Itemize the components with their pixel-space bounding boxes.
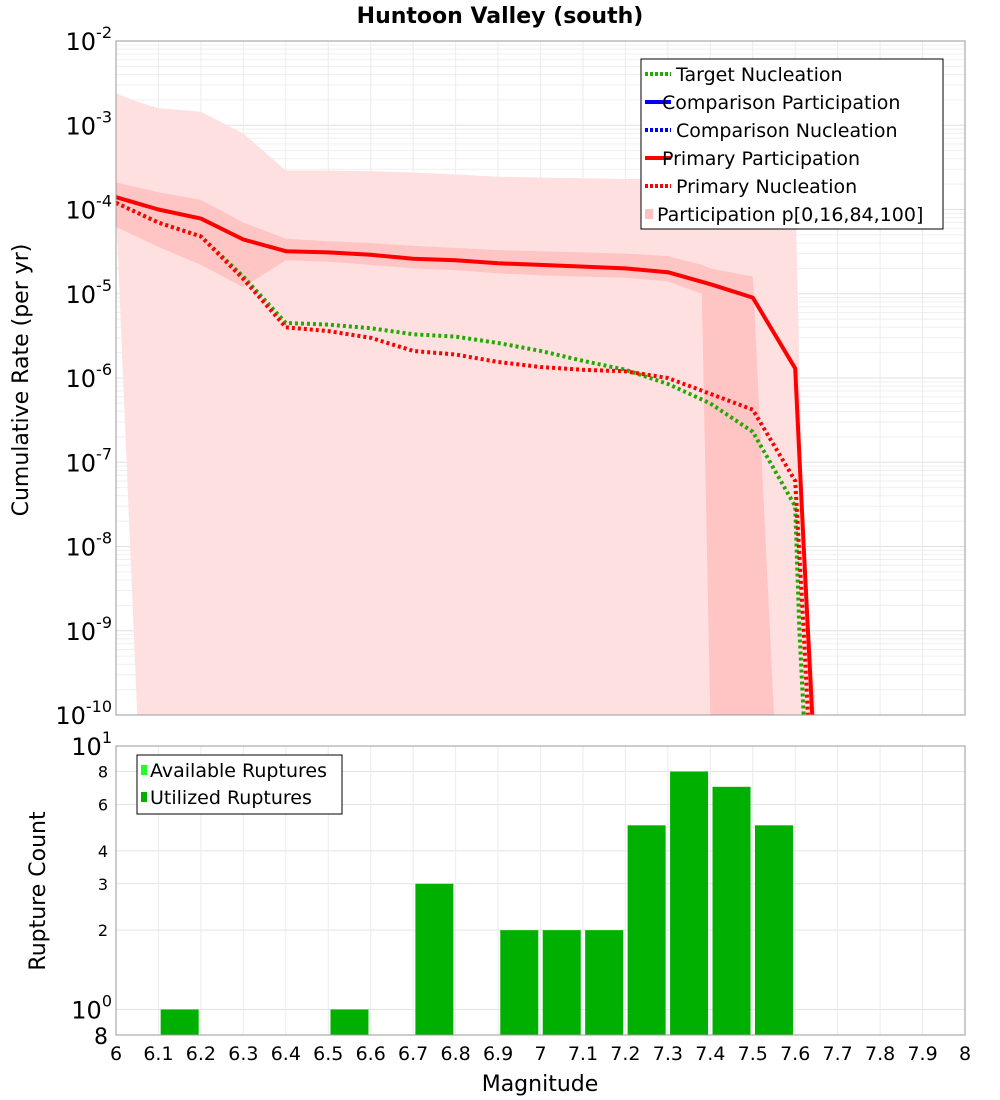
bar-utilized-ruptures bbox=[712, 786, 751, 1035]
count-y-tick: 6 bbox=[98, 795, 108, 814]
legend-swatch bbox=[141, 792, 147, 802]
magnitude-tick: 6.9 bbox=[483, 1043, 513, 1065]
legend-label: Comparison Participation bbox=[662, 92, 900, 114]
count-y-tick: 4 bbox=[98, 842, 108, 861]
rate-y-tick: 10-5 bbox=[66, 276, 113, 309]
legend-swatch bbox=[141, 765, 147, 775]
rate-lines bbox=[116, 195, 815, 716]
rate-y-tick: 10-9 bbox=[66, 613, 113, 646]
magnitude-x-axis-label: Magnitude bbox=[482, 1072, 599, 1097]
bar-utilized-ruptures bbox=[330, 1009, 369, 1035]
rate-y-tick: 10-7 bbox=[66, 444, 113, 477]
chart-title: Huntoon Valley (south) bbox=[357, 4, 644, 29]
legend-label: Comparison Nucleation bbox=[676, 120, 898, 142]
count-y-axis-label: Rupture Count bbox=[26, 811, 51, 971]
bar-utilized-ruptures bbox=[500, 930, 539, 1035]
bar-utilized-ruptures bbox=[415, 883, 454, 1035]
count-y-tick: 8 bbox=[94, 1025, 108, 1050]
magnitude-tick: 6.7 bbox=[398, 1043, 428, 1065]
count-y-tick: 3 bbox=[98, 875, 108, 894]
rate-bands bbox=[116, 93, 817, 715]
magnitude-tick: 6.5 bbox=[313, 1043, 343, 1065]
magnitude-tick: 6.3 bbox=[228, 1043, 258, 1065]
rate-legend-box bbox=[640, 58, 944, 230]
count-y-tick: 101 bbox=[71, 728, 112, 761]
bar-utilized-ruptures bbox=[627, 825, 666, 1035]
legend-label: Target Nucleation bbox=[675, 64, 843, 86]
magnitude-tick: 7.6 bbox=[780, 1043, 810, 1065]
rate-y-tick: 10-6 bbox=[66, 360, 113, 393]
magnitude-tick: 6.4 bbox=[271, 1043, 301, 1065]
magnitude-tick: 7 bbox=[534, 1043, 546, 1065]
rate-y-tick: 10-4 bbox=[66, 192, 113, 225]
rate-chart: 10-10 10-9 10-8 10-7 10-6 10-5 10-4 10-3 10-2 Cu… bbox=[9, 23, 966, 730]
bar-utilized-ruptures bbox=[160, 1009, 199, 1035]
magnitude-tick: 7.7 bbox=[823, 1043, 853, 1065]
rate-y-tick-labels: 10-10 10-9 10-8 10-7 10-6 10-5 10-4 10-3 10-2 bbox=[55, 23, 112, 730]
magnitude-tick: 7.8 bbox=[865, 1043, 895, 1065]
count-y-tick: 100 bbox=[71, 991, 112, 1024]
bar-utilized-ruptures bbox=[585, 930, 624, 1035]
magnitude-tick: 7.1 bbox=[568, 1043, 598, 1065]
count-plot-frame bbox=[115, 745, 966, 1036]
count-y-tick: 8 bbox=[98, 763, 108, 782]
legend-swatch bbox=[645, 209, 653, 219]
magnitude-tick: 7.2 bbox=[610, 1043, 640, 1065]
magnitude-tick: 7.5 bbox=[738, 1043, 768, 1065]
series-primary-participation bbox=[116, 195, 815, 716]
legend-label: Available Ruptures bbox=[150, 760, 327, 782]
rate-y-tick: 10-8 bbox=[66, 529, 113, 562]
rate-y-tick: 10-10 bbox=[55, 697, 112, 730]
rate-legend: Target Nucleation Comparison Participatio… bbox=[640, 58, 944, 230]
magnitude-tick: 6.2 bbox=[186, 1043, 216, 1065]
series-target-nucleation bbox=[116, 200, 806, 716]
magnitude-tick: 6.1 bbox=[143, 1043, 173, 1065]
count-legend: Available Ruptures Utilized Ruptures bbox=[136, 754, 343, 815]
bar-utilized-ruptures bbox=[754, 825, 793, 1035]
band-participation-p-16-84- bbox=[116, 182, 774, 715]
magnitude-tick: 8 bbox=[959, 1043, 971, 1065]
bar-utilized-ruptures bbox=[670, 771, 709, 1035]
magnitude-tick: 6.6 bbox=[356, 1043, 386, 1065]
rate-y-tick: 10-3 bbox=[66, 107, 113, 140]
rate-y-axis-label: Cumulative Rate (per yr) bbox=[9, 244, 34, 517]
legend-label: Participation p[0,16,84,100] bbox=[657, 204, 923, 226]
magnitude-x-tick-labels: 6 6.1 6.2 6.3 6.4 6.5 6.6 6.7 6.8 6.9 7 7.1 7.2 7.3 7.… bbox=[110, 1043, 971, 1065]
magnitude-tick: 7.9 bbox=[907, 1043, 937, 1065]
magnitude-tick: 7.3 bbox=[653, 1043, 683, 1065]
legend-label: Utilized Ruptures bbox=[150, 787, 312, 809]
rate-plot-frame bbox=[115, 40, 966, 716]
count-bars bbox=[160, 771, 793, 1035]
series-primary-nucleation bbox=[116, 200, 810, 716]
legend-label: Primary Nucleation bbox=[676, 176, 857, 198]
count-legend-box bbox=[136, 754, 343, 815]
legend-label: Primary Participation bbox=[662, 148, 860, 170]
bar-utilized-ruptures bbox=[542, 930, 581, 1035]
magnitude-tick: 7.4 bbox=[695, 1043, 725, 1065]
magnitude-tick: 6.8 bbox=[440, 1043, 470, 1065]
rate-y-tick: 10-2 bbox=[66, 23, 113, 56]
count-y-tick: 2 bbox=[98, 921, 108, 940]
magnitude-tick: 6 bbox=[110, 1043, 122, 1065]
